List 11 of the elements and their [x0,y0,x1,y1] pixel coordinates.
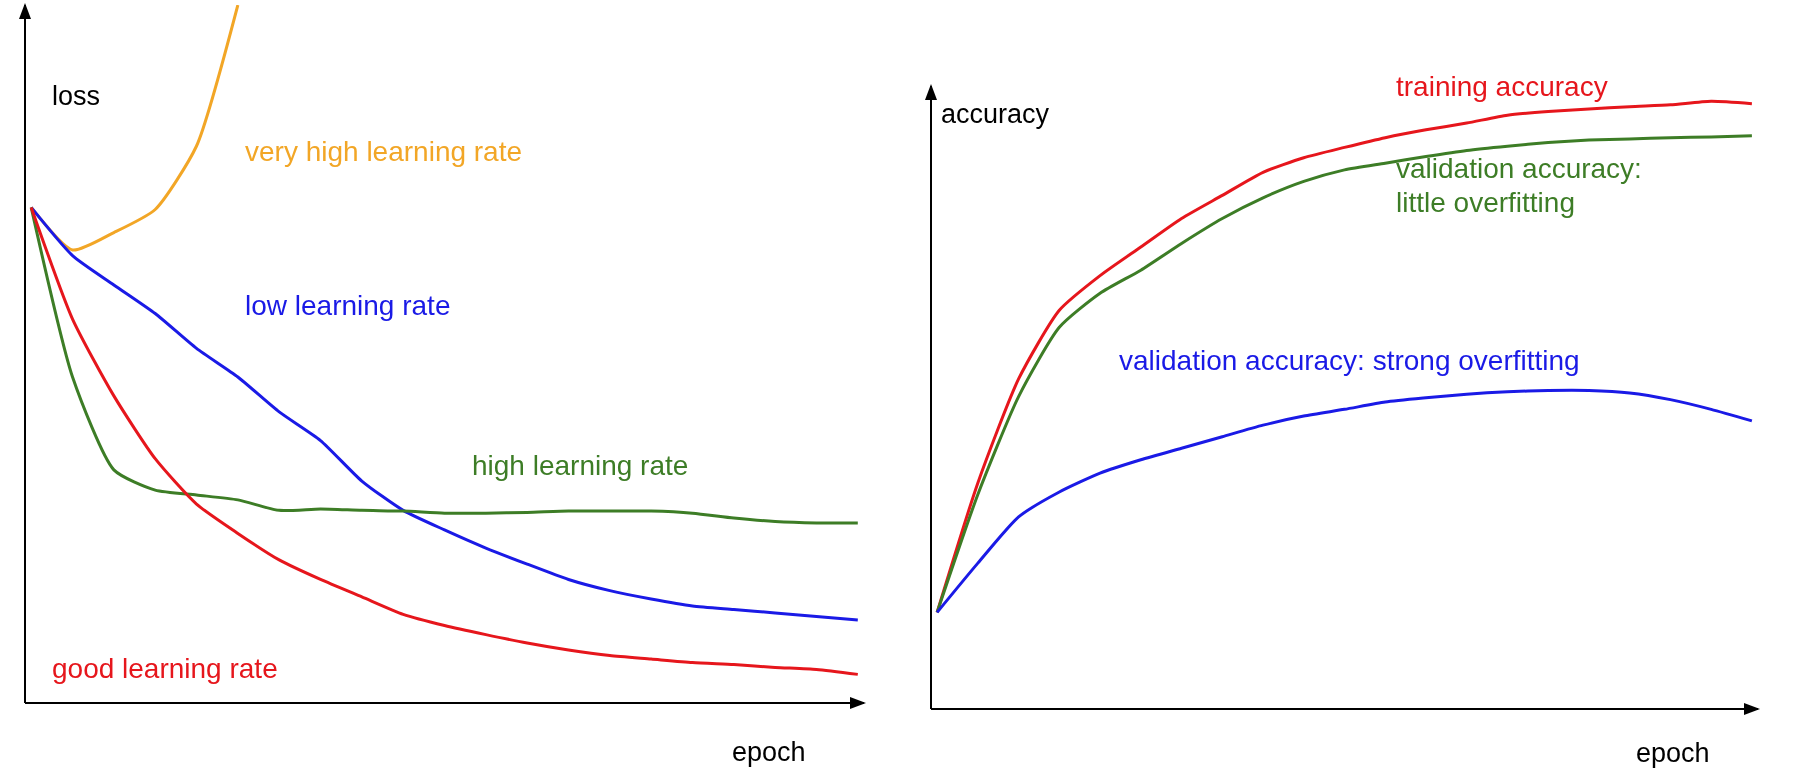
series-label: validation accuracy: little overfitting [1396,153,1642,218]
series-label: low learning rate [245,290,451,321]
x-axis-title: epoch [732,737,806,767]
series-label: validation accuracy: strong overfitting [1119,345,1580,376]
y-axis-title: loss [52,81,101,111]
y-axis-title: accuracy [941,99,1050,129]
x-axis-title: epoch [1636,738,1710,768]
series-label: training accuracy [1396,71,1608,102]
text: good learning rate [52,653,278,684]
series-label: high learning rate [472,450,689,481]
series-label: very high learning rate [245,136,523,167]
